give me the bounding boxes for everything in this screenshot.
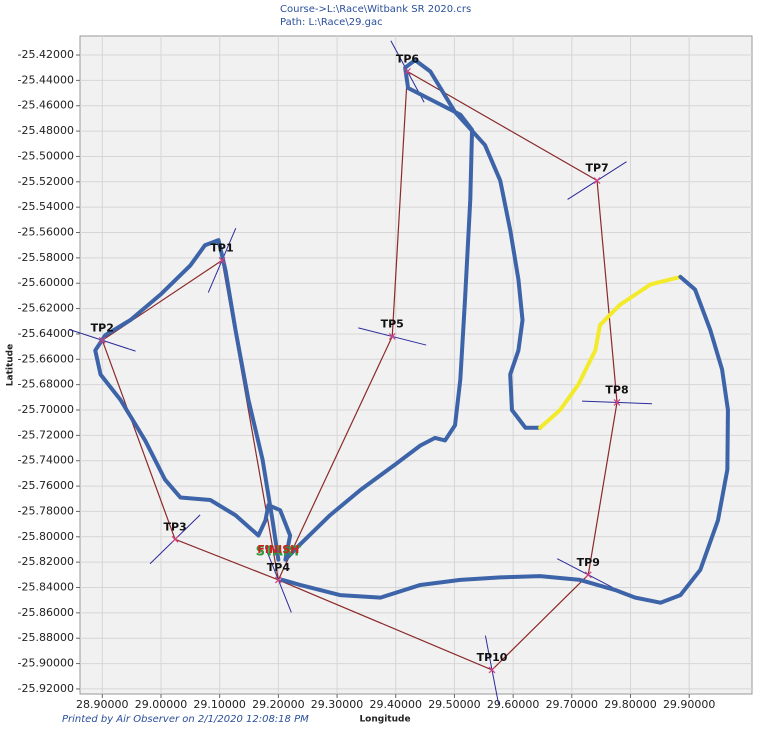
y-tick-label: -25.82000 xyxy=(18,555,74,568)
turnpoint-marker xyxy=(218,256,226,264)
turnpoint-label: TP10 xyxy=(477,651,508,664)
turnpoint-marker xyxy=(98,336,106,344)
turnpoint-label: TP1 xyxy=(210,241,233,254)
x-tick-label: 29.40000 xyxy=(370,698,423,711)
y-tick-label: -25.44000 xyxy=(18,73,74,86)
turnpoint-marker xyxy=(488,666,496,674)
x-tick-label: 29.70000 xyxy=(546,698,599,711)
y-tick-label: -25.68000 xyxy=(18,378,74,391)
y-tick-label: -25.74000 xyxy=(18,454,74,467)
y-tick-label: -25.42000 xyxy=(18,48,74,61)
finish-label: FINISH xyxy=(257,543,299,556)
turnpoint-marker xyxy=(584,571,592,579)
x-tick-label: 29.20000 xyxy=(252,698,305,711)
turnpoint-marker xyxy=(613,398,621,406)
y-tick-label: -25.70000 xyxy=(18,403,74,416)
x-tick-label: 28.90000 xyxy=(76,698,129,711)
turnpoint-marker xyxy=(388,333,396,340)
y-tick-label: -25.46000 xyxy=(18,99,74,112)
y-tick-label: -25.90000 xyxy=(18,657,74,670)
track-line xyxy=(93,58,543,562)
y-tick-label: -25.58000 xyxy=(18,251,74,264)
x-tick-label: 29.80000 xyxy=(604,698,657,711)
y-tick-label: -25.72000 xyxy=(18,428,74,441)
turnpoint-label: TP2 xyxy=(91,321,114,334)
y-tick-label: -25.66000 xyxy=(18,352,74,365)
y-tick-label: -25.48000 xyxy=(18,124,74,137)
turnpoint-label: TP8 xyxy=(605,383,628,396)
y-tick-label: -25.54000 xyxy=(18,200,74,213)
turnpoint-label: TP9 xyxy=(577,556,600,569)
x-axis-label: Longitude xyxy=(359,715,410,725)
turnpoint-marker xyxy=(404,68,411,75)
turnpoint-label: TP3 xyxy=(163,520,186,533)
chart-subtitle: Path: L:\Race\29.gac xyxy=(280,17,383,28)
turnpoint-label: TP5 xyxy=(381,317,404,330)
x-tick-label: 29.00000 xyxy=(135,698,188,711)
y-tick-label: -25.78000 xyxy=(18,504,74,517)
y-tick-label: -25.86000 xyxy=(18,606,74,619)
y-axis-label: Latitude xyxy=(6,344,16,386)
x-tick-label: 29.90000 xyxy=(663,698,716,711)
y-tick-label: -25.64000 xyxy=(18,327,74,340)
plot-area xyxy=(79,35,753,695)
track-line xyxy=(538,274,683,430)
x-tick-label: 29.10000 xyxy=(193,698,246,711)
turnpoint-marker xyxy=(171,535,179,543)
y-tick-label: -25.50000 xyxy=(18,149,74,162)
turnpoint-marker xyxy=(274,576,282,584)
turnpoint-marker xyxy=(593,177,601,184)
y-tick-label: -25.60000 xyxy=(18,276,74,289)
turnpoint-label: TP4 xyxy=(267,561,291,574)
track-line xyxy=(280,274,730,605)
y-tick-label: -25.92000 xyxy=(18,682,74,695)
turnpoint-label: TP6 xyxy=(396,52,420,65)
y-tick-label: -25.80000 xyxy=(18,530,74,543)
y-tick-label: -25.52000 xyxy=(18,175,74,188)
y-tick-label: -25.56000 xyxy=(18,226,74,239)
y-tick-label: -25.84000 xyxy=(18,581,74,594)
y-tick-label: -25.62000 xyxy=(18,302,74,315)
x-tick-label: 29.50000 xyxy=(428,698,481,711)
x-tick-label: 29.60000 xyxy=(487,698,540,711)
x-tick-label: 29.30000 xyxy=(311,698,364,711)
footer: Printed by Air Observer on 2/1/2020 12:0… xyxy=(62,714,309,725)
chart-title: Course->L:\Race\Witbank SR 2020.crs xyxy=(280,4,471,15)
turnpoint-label: TP7 xyxy=(585,162,608,175)
y-tick-label: -25.76000 xyxy=(18,479,74,492)
y-tick-label: -25.88000 xyxy=(18,631,74,644)
start-label: START xyxy=(256,544,302,559)
